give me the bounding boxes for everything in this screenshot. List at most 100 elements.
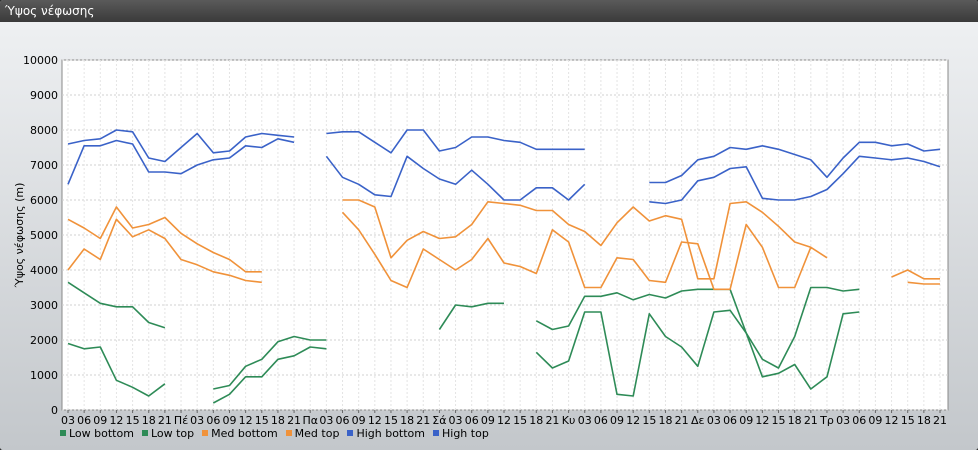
x-tick-label: Κυ — [562, 414, 576, 427]
plot-area — [61, 59, 949, 411]
x-tick-label: 06 — [206, 414, 220, 427]
legend-item-low-bottom[interactable]: Low bottom — [60, 426, 134, 440]
legend-swatch — [60, 430, 66, 436]
x-tick-label: 06 — [852, 414, 866, 427]
y-tick-label: 1000 — [30, 369, 58, 382]
x-tick-label: 09 — [868, 414, 882, 427]
x-tick-label: 09 — [739, 414, 753, 427]
x-tick-label: 18 — [142, 414, 156, 427]
y-tick-label: 2000 — [30, 334, 58, 347]
x-tick-label: Τρ — [819, 414, 834, 427]
legend-swatch — [285, 430, 292, 436]
x-tick-label: 18 — [400, 414, 414, 427]
legend-swatch — [141, 430, 148, 436]
x-tick-label: 03 — [61, 414, 75, 427]
x-tick-label: 03 — [836, 414, 850, 427]
x-tick-label: 12 — [626, 414, 640, 427]
series-line-med-top — [67, 199, 940, 280]
legend-label: Med bottom — [211, 426, 278, 440]
legend: Low bottom Low top Med bottom Med top High b… — [60, 426, 489, 440]
legend-item-high-bottom[interactable]: High bottom — [347, 426, 425, 440]
x-tick-label: 09 — [610, 414, 624, 427]
y-tick-label: 9000 — [30, 89, 58, 102]
series-line-high-bottom — [67, 138, 941, 205]
x-tick-label: 06 — [723, 414, 737, 427]
y-axis: 0 1000 2000 3000 4000 5000 6000 7000 8000 9000 100… — [23, 54, 58, 417]
legend-swatch — [347, 430, 354, 436]
x-tick-label: 21 — [545, 414, 559, 427]
y-tick-label: 8000 — [30, 124, 58, 137]
x-tick-label: 12 — [497, 414, 511, 427]
window-title: Ύψος νέφωσης — [0, 0, 978, 22]
x-tick-label: Σά — [432, 414, 446, 427]
x-tick-label: Πέ — [174, 414, 188, 427]
x-tick-label: 03 — [449, 414, 463, 427]
y-tick-label: 10000 — [23, 54, 58, 67]
x-tick-label: Δε — [691, 414, 705, 427]
x-tick-label: 06 — [336, 414, 350, 427]
legend-item-med-top[interactable]: Med top — [285, 426, 340, 440]
x-tick-label: 15 — [513, 414, 527, 427]
legend-item-high-top[interactable]: High top — [433, 426, 489, 440]
series-line-low-top — [67, 281, 860, 390]
legend-swatch — [202, 430, 209, 436]
y-tick-label: 3000 — [30, 299, 58, 312]
legend-swatch — [433, 430, 439, 436]
y-axis-label: Ύψος νέφωσης (m) — [13, 183, 26, 289]
y-tick-label: 4000 — [30, 264, 58, 277]
x-tick-label: 03 — [190, 414, 204, 427]
x-tick-label: 09 — [481, 414, 495, 427]
legend-label: Med top — [294, 426, 340, 440]
x-tick-label: 12 — [368, 414, 382, 427]
x-tick-label: 15 — [255, 414, 269, 427]
x-tick-label: 21 — [804, 414, 818, 427]
x-tick-label: 03 — [319, 414, 333, 427]
legend-item-med-bottom[interactable]: Med bottom — [202, 426, 278, 440]
x-tick-label: 21 — [287, 414, 301, 427]
x-tick-label: 15 — [772, 414, 786, 427]
x-tick-label: 09 — [352, 414, 366, 427]
series-lines — [67, 129, 941, 404]
x-tick-label: 06 — [465, 414, 479, 427]
x-tick-label: 12 — [755, 414, 769, 427]
x-tick-label: 12 — [109, 414, 123, 427]
x-tick-label: 18 — [658, 414, 672, 427]
y-tick-label: 7000 — [30, 159, 58, 172]
x-tick-label: 18 — [788, 414, 802, 427]
series-high-bottom — [67, 138, 941, 205]
series-low-bottom — [67, 309, 860, 404]
x-tick-label: 21 — [416, 414, 430, 427]
legend-label: High top — [442, 426, 489, 440]
x-tick-label: 03 — [578, 414, 592, 427]
x-tick-label: 18 — [271, 414, 285, 427]
series-line-high-top — [67, 129, 941, 184]
x-tick-label: 18 — [529, 414, 543, 427]
series-line-med-bottom — [67, 211, 940, 291]
x-tick-label: 09 — [93, 414, 107, 427]
y-tick-label: 0 — [51, 404, 58, 417]
x-tick-label: 12 — [239, 414, 253, 427]
series-med-top — [67, 199, 940, 280]
series-med-bottom — [67, 211, 940, 291]
x-tick-label: 03 — [707, 414, 721, 427]
legend-label: Low top — [150, 426, 195, 440]
legend-label: High bottom — [356, 426, 425, 440]
x-tick-label: 09 — [222, 414, 236, 427]
series-low-top — [67, 281, 860, 390]
x-tick-label: 21 — [675, 414, 689, 427]
x-tick-label: 15 — [901, 414, 915, 427]
series-high-top — [67, 129, 941, 184]
y-tick-label: 6000 — [30, 194, 58, 207]
x-axis: 03 06 09 12 15 18 21 Πέ 03 06 09 12 15 18 21 Πα 03 06 09 12… — [61, 410, 947, 427]
x-tick-label: 15 — [642, 414, 656, 427]
x-tick-label: 15 — [126, 414, 140, 427]
legend-item-low-top[interactable]: Low top — [141, 426, 195, 440]
x-tick-label: Πα — [302, 414, 318, 427]
x-tick-label: 21 — [158, 414, 172, 427]
series-line-low-bottom — [67, 309, 860, 404]
x-tick-label: 06 — [77, 414, 91, 427]
x-tick-label: 12 — [885, 414, 899, 427]
x-tick-label: 06 — [594, 414, 608, 427]
